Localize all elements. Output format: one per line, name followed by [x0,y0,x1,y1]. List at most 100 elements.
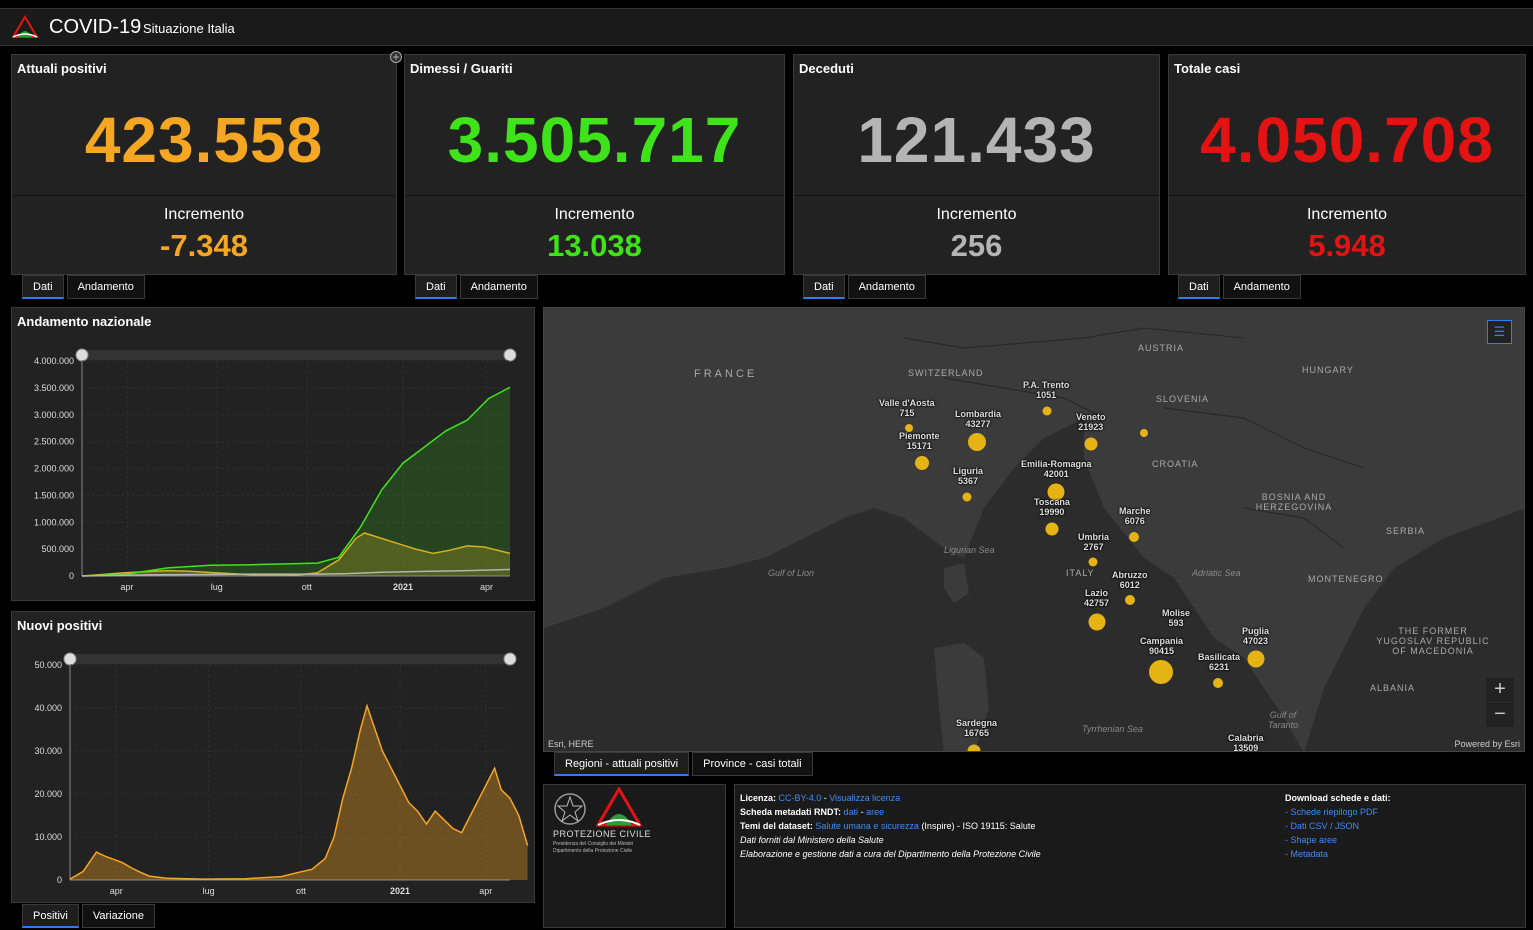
tab-andamento[interactable]: Andamento [847,275,926,299]
range-slider-handle [75,348,89,362]
powered-by: Powered by Esri [1454,739,1520,749]
range-slider-handle [503,348,517,362]
region-bubble[interactable] [1129,532,1139,542]
nuovi-positivi-chart: 0 10.000 20.000 30.000 40.000 50.000 apr lug ott… [34,652,529,896]
country-label: SLOVENIA [1156,394,1210,404]
y-tick-label: 1.500.000 [34,490,74,500]
region-bubble[interactable] [1213,678,1223,688]
zoom-out-button[interactable]: − [1486,703,1514,727]
y-tick-label: 2.500.000 [34,437,74,447]
region-bubble[interactable] [905,424,913,432]
region-bubble[interactable] [1047,483,1065,501]
card-tabs-guariti: Dati Andamento [415,275,541,299]
series-line [81,532,511,577]
logo-line2: Dipartimento della Protezione Civile [553,848,633,854]
protezione-civile-logo-icon [11,15,39,38]
protezione-civile-logo-icon [596,787,642,827]
region-label-sardegna: Sardegna 16765 [956,718,998,738]
rndt-dati-link[interactable]: dati [843,807,859,817]
rndt-aree-link[interactable]: aree [866,807,885,817]
region-label-lombardia: Lombardia 43277 [955,409,1002,429]
card-deceduti: Deceduti 121.433 Incremento 256 [793,54,1160,275]
x-tick-label: ott [296,886,307,896]
fullscreen-icon[interactable] [389,50,403,64]
range-slider-track [70,654,510,664]
tab-dati[interactable]: Dati [803,275,845,299]
region-label-campania: Campania 90415 [1140,636,1184,656]
download-link-csv[interactable]: - Dati CSV / JSON [1285,821,1360,831]
tab-andamento[interactable]: Andamento [1222,275,1301,299]
region-label-piemonte: Piemonte 15171 [899,431,940,451]
region-label-valle-aosta: Valle d'Aosta 715 [879,398,935,418]
card-increment-label: Incremento [163,206,245,223]
country-label: AUSTRIA [1138,343,1185,353]
card-value: 4.050.708 [1200,104,1494,176]
protezione-civile-panel: PROTEZIONE CIVILE Presidenza del Consigl… [543,784,726,928]
chart-title: Nuovi positivi [17,618,103,633]
zoom-in-button[interactable]: + [1486,678,1514,702]
region-bubble[interactable] [1042,406,1052,416]
temi-link[interactable]: Salute umana e sicurezza [815,821,919,831]
y-tick-label: 0 [69,571,74,581]
download-link-metadata[interactable]: - Metadata [1285,849,1329,859]
map-basemap [544,308,1524,751]
region-bubble[interactable] [1140,429,1148,437]
region-bubbles [905,406,1265,753]
series-area [82,387,510,576]
download-link-pdf[interactable]: - Schede riepilogo PDF [1285,807,1379,817]
tab-andamento[interactable]: Andamento [66,275,145,299]
card-value: 121.433 [857,104,1096,176]
region-bubble[interactable] [962,492,972,502]
card-tabs-totale: Dati Andamento [1178,275,1304,299]
sea-label: Tyrrhenian Sea [1082,724,1143,734]
tab-dati[interactable]: Dati [415,275,457,299]
region-bubble[interactable] [1247,650,1265,668]
sea-label: Gulf of Taranto [1267,710,1299,730]
country-label: HUNGARY [1302,365,1354,375]
region-bubble[interactable] [1045,522,1059,536]
region-label-basilicata: Basilicata 6231 [1198,652,1241,672]
region-label-marche: Marche 6076 [1119,506,1151,526]
region-bubble[interactable] [967,744,981,753]
region-bubble[interactable] [1084,437,1098,451]
tab-andamento[interactable]: Andamento [459,275,538,299]
card-increment-label: Incremento [554,206,635,223]
separator: - [821,793,830,803]
y-tick-label: 40.000 [34,703,62,713]
region-bubble[interactable] [1149,660,1173,684]
card-increment-value: 256 [950,228,1003,263]
sea-label: Adriatic Sea [1192,568,1241,578]
tab-regioni[interactable]: Regioni - attuali positivi [554,752,690,776]
region-bubble[interactable] [1125,595,1135,605]
map-tabs: Regioni - attuali positivi Province - ca… [554,752,816,776]
card-increment-label: Incremento [936,206,1017,223]
card-increment-value: 5.948 [1308,228,1386,263]
tab-positivi[interactable]: Positivi [22,904,79,928]
panel-nuovi-positivi: Nuovi positivi 0 10.000 20.000 30.000 40.000… [11,611,535,903]
info-panel: Licenza: CC-BY-4.0 - Visualizza licenza … [734,784,1526,928]
tab-province[interactable]: Province - casi totali [692,752,813,776]
legend-list-icon[interactable]: ☰ [1487,320,1512,344]
chart-tabs: Positivi Variazione [22,904,158,928]
region-bubble[interactable] [1088,557,1098,567]
country-label: CROATIA [1152,459,1199,469]
repubblica-emblem-icon [554,793,586,825]
x-tick-label: apr [480,582,493,592]
tab-variazione[interactable]: Variazione [81,904,156,928]
region-bubble[interactable] [1088,613,1106,631]
range-slider-handle [503,652,517,666]
country-label: THE FORMER YUGOSLAV REPUBLIC OF MACEDONI… [1376,626,1490,656]
tab-dati[interactable]: Dati [1178,275,1220,299]
sea-label: Ligurian Sea [944,545,995,555]
download-link-shape[interactable]: - Shape aree [1285,835,1338,845]
map-view[interactable]: FRANCE SWITZERLAND AUSTRIA HUNGARY SLOVE… [543,307,1525,752]
elaborazione-text: Elaborazione e gestione dati a cura del … [740,849,1041,859]
region-bubble[interactable] [915,456,929,470]
region-label-molise: Molise 593 [1162,608,1191,628]
region-bubble[interactable] [968,433,986,451]
y-tick-label: 3.000.000 [34,410,74,420]
licenza-link[interactable]: CC-BY-4.0 [778,793,822,803]
visualizza-licenza-link[interactable]: Visualizza licenza [829,793,901,803]
y-tick-label: 4.000.000 [34,356,74,366]
tab-dati[interactable]: Dati [22,275,64,299]
